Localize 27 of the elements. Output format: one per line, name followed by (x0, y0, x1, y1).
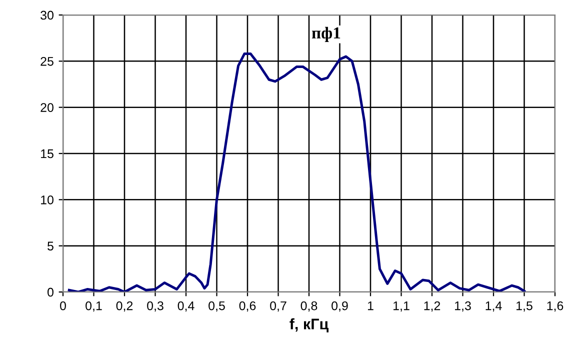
x-tick-label: 0,2 (116, 301, 133, 312)
x-tick-label: 0,1 (86, 301, 102, 312)
x-tick-label: 0 (60, 301, 66, 310)
x-tick-label: 0,3 (147, 301, 164, 312)
x-tick-label: 0,8 (300, 301, 318, 312)
text: пф1 (312, 26, 340, 42)
x-axis-title: f, кГц (290, 318, 328, 332)
x-tick-label: 1 (368, 301, 374, 310)
x-tick-label: 0,4 (178, 301, 194, 312)
y-tick-label: 15 (41, 149, 54, 158)
x-tick-label: 1,2 (424, 301, 440, 312)
x-tick-label: 0,5 (208, 301, 225, 312)
y-tick-label: 10 (41, 195, 54, 204)
y-tick-label: 25 (40, 56, 54, 66)
x-tick-label: 1,5 (516, 301, 532, 312)
x-tick-label: 1,4 (486, 301, 502, 312)
x-tick-label: 1,1 (394, 301, 410, 312)
x-tick-label: 0,6 (239, 301, 256, 312)
y-tick-label: 5 (48, 242, 54, 250)
line-series (68, 52, 526, 292)
x-tick-label: 1,6 (547, 301, 564, 312)
y-tick-label: 0 (48, 288, 54, 297)
x-tick-label: 0,7 (270, 301, 286, 312)
x-tick-label: 0,9 (332, 301, 348, 312)
y-tick-label: 30 (40, 10, 54, 20)
x-tick-label: 1,3 (455, 301, 471, 312)
y-tick-label: 20 (40, 103, 54, 112)
